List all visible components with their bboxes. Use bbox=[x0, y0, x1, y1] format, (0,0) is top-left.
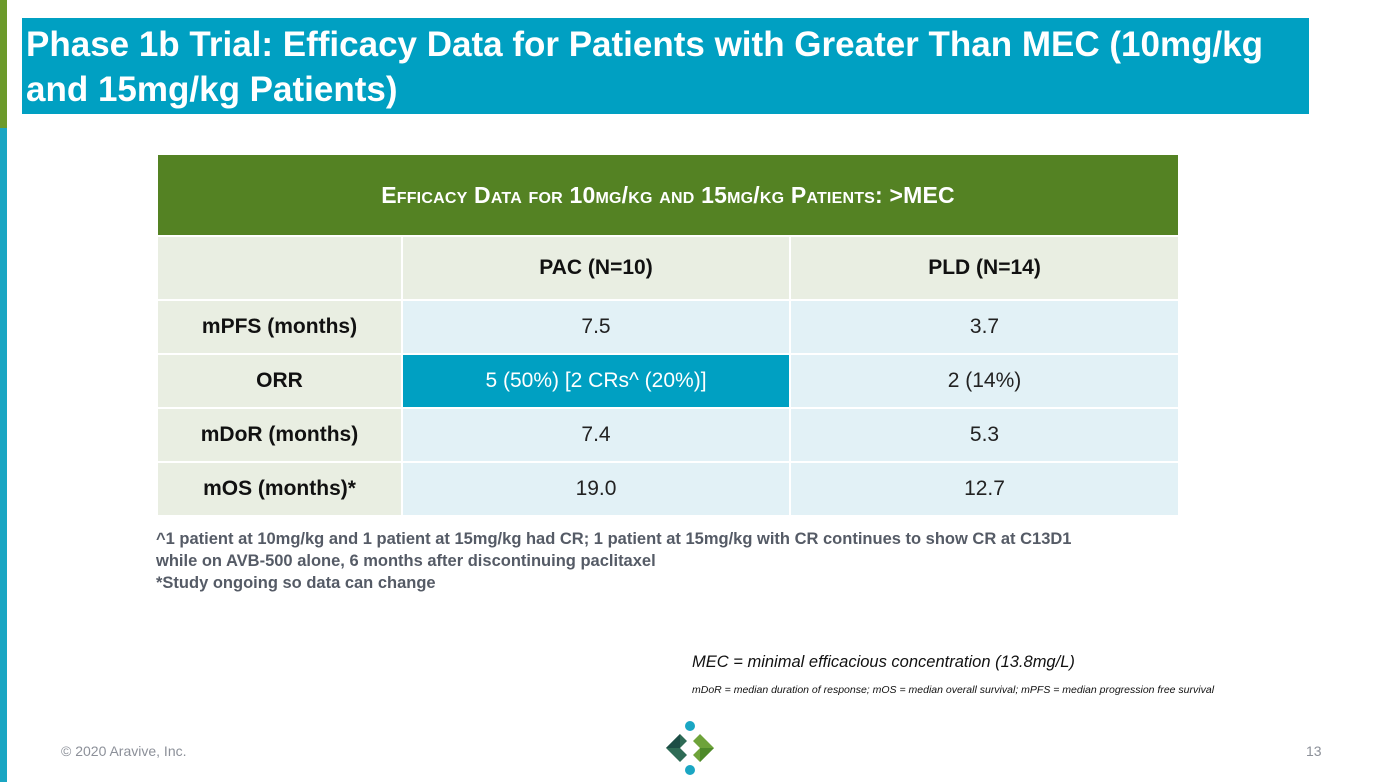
copyright-text: © 2020 Aravive, Inc. bbox=[61, 743, 187, 759]
page-number: 13 bbox=[1306, 743, 1322, 759]
efficacy-table: Efficacy Data for 10mg/kg and 15mg/kg Pa… bbox=[155, 153, 1181, 517]
column-header-pld: PLD (N=14) bbox=[788, 235, 1181, 301]
row-label: mOS (months)* bbox=[156, 461, 403, 517]
table-row: mOS (months)* 19.0 12.7 bbox=[156, 461, 1181, 517]
table-row: mDoR (months) 7.4 5.3 bbox=[156, 407, 1181, 463]
slide-title: Phase 1b Trial: Efficacy Data for Patien… bbox=[26, 25, 1264, 109]
column-header-empty bbox=[156, 235, 403, 301]
table-row: mPFS (months) 7.5 3.7 bbox=[156, 299, 1181, 355]
column-header-row: PAC (N=10) PLD (N=14) bbox=[156, 235, 1181, 301]
pac-value: 7.5 bbox=[401, 299, 791, 355]
pld-value: 2 (14%) bbox=[788, 353, 1181, 409]
pac-value-highlighted: 5 (50%) [2 CRs^ (20%)] bbox=[401, 353, 791, 409]
table-header: Efficacy Data for 10mg/kg and 15mg/kg Pa… bbox=[155, 153, 1181, 237]
pld-value: 3.7 bbox=[788, 299, 1181, 355]
pac-value: 7.4 bbox=[401, 407, 791, 463]
column-header-pac: PAC (N=10) bbox=[401, 235, 791, 301]
aravive-logo-icon bbox=[666, 721, 714, 775]
accent-bar-green bbox=[0, 0, 7, 128]
pld-value: 12.7 bbox=[788, 461, 1181, 517]
title-band: Phase 1b Trial: Efficacy Data for Patien… bbox=[22, 18, 1309, 114]
abbreviations-definition: mDoR = median duration of response; mOS … bbox=[692, 684, 1215, 696]
footnote-line: *Study ongoing so data can change bbox=[156, 574, 436, 592]
pac-value: 19.0 bbox=[401, 461, 791, 517]
footnote-line: while on AVB-500 alone, 6 months after d… bbox=[156, 552, 656, 570]
footnote-line: ^1 patient at 10mg/kg and 1 patient at 1… bbox=[156, 530, 1072, 548]
row-label: mDoR (months) bbox=[156, 407, 403, 463]
row-label: ORR bbox=[156, 353, 403, 409]
pld-value: 5.3 bbox=[788, 407, 1181, 463]
accent-bar-blue bbox=[0, 128, 7, 782]
mec-definition: MEC = minimal efficacious concentration … bbox=[692, 653, 1075, 671]
table-row: ORR 5 (50%) [2 CRs^ (20%)] 2 (14%) bbox=[156, 353, 1181, 409]
footnotes: ^1 patient at 10mg/kg and 1 patient at 1… bbox=[156, 528, 1166, 594]
row-label: mPFS (months) bbox=[156, 299, 403, 355]
